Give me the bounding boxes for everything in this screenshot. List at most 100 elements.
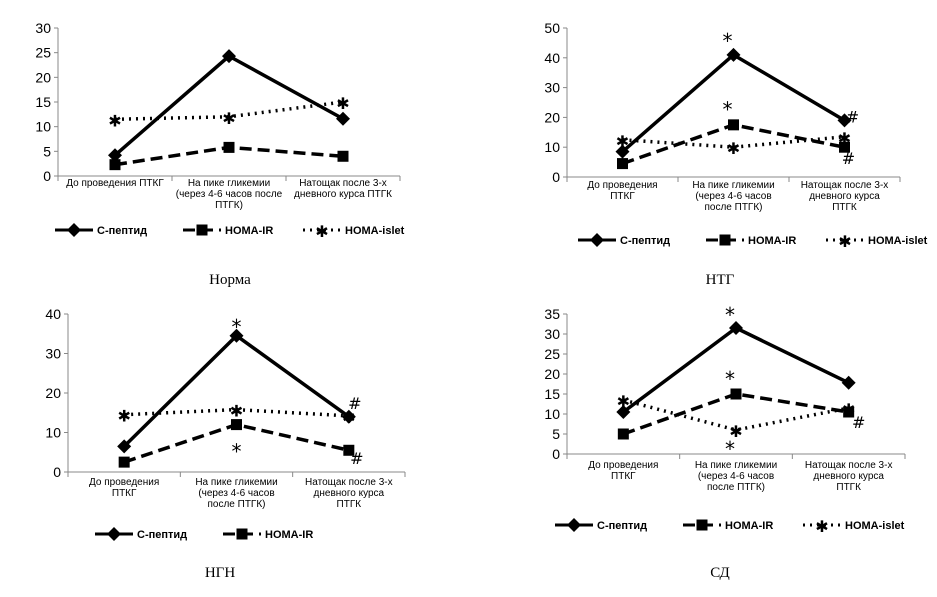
chart-norma-svg: 0 5 10 15 20 25 30 До проведения ПТКГ На пике гл… — [35, 20, 405, 241]
chart-ngn: 0 10 20 30 40 До проведения ПТКГ На пике гликем… — [0, 300, 460, 550]
data-point: ✱ — [117, 407, 130, 426]
x-category-label: (через 4-6 часов — [198, 488, 274, 499]
y-tick-label: 10 — [544, 139, 560, 155]
series-С-пептид — [117, 328, 356, 454]
x-category-label: ПТКГ — [611, 471, 636, 482]
significance-mark: # — [846, 107, 859, 126]
series-HOMA-islet: ✱ ✱ ✱ — [117, 402, 355, 427]
data-point — [615, 144, 630, 159]
caption-ngn: НГН — [204, 565, 236, 581]
x-category-label: На пике гликемии — [188, 178, 270, 189]
legend-swatch-marker — [236, 528, 248, 540]
data-point — [728, 119, 739, 131]
legend-swatch-marker: ✱ — [315, 222, 328, 241]
caption-norma: Норма — [209, 272, 251, 288]
legend-swatch-marker — [107, 527, 121, 541]
legend-swatch-marker: ✱ — [838, 232, 851, 251]
significance-mark: * — [723, 29, 733, 53]
x-category-label: До проведения — [587, 180, 657, 191]
significance-mark: * — [232, 315, 242, 339]
data-point — [108, 148, 122, 163]
x-category-label: дневного курса — [314, 488, 385, 499]
series-С-пептид — [615, 47, 852, 159]
y-tick-label: 0 — [552, 169, 560, 185]
x-category-label: Натощак после 3-х — [299, 178, 387, 189]
x-category-label: после ПТГК) — [207, 499, 265, 510]
legend-label: С-пептид — [620, 235, 670, 247]
legend-item: С-пептид — [55, 223, 147, 237]
series-line — [113, 54, 344, 157]
data-point — [837, 113, 852, 128]
significance-mark: * — [723, 97, 733, 121]
series-HOMA-islet: ✱ ✱ ✱ — [108, 94, 349, 130]
y-tick-label: 10 — [544, 406, 560, 422]
data-point — [839, 141, 850, 153]
data-point — [343, 444, 355, 456]
x-category-label: после ПТГК) — [704, 202, 762, 213]
data-point — [617, 158, 628, 170]
legend-label: HOMA-IR — [225, 225, 273, 237]
data-point — [336, 111, 350, 126]
series-HOMA-IR — [617, 388, 855, 440]
y-tick-label: 0 — [552, 446, 560, 462]
significance-mark: * — [232, 439, 242, 463]
legend-swatch-marker — [67, 223, 81, 237]
legend-swatch-marker — [196, 224, 208, 236]
legend-item: С-пептид — [578, 233, 670, 247]
x-category-label: (через 4-6 часов — [698, 471, 774, 482]
data-point: ✱ — [842, 400, 855, 419]
legend-item: HOMA-IR — [683, 519, 773, 532]
y-tick-label: 20 — [544, 109, 560, 125]
y-tick-label: 10 — [35, 119, 51, 135]
significance-mark: # — [350, 449, 363, 468]
legend-label: HOMA-IR — [725, 520, 773, 532]
data-point: ✱ — [336, 94, 349, 113]
x-category-label: (через 4-6 часов — [695, 191, 771, 202]
significance-mark: * — [725, 303, 735, 327]
x-category-label: До проведения — [89, 477, 159, 488]
legend-label: С-пептид — [597, 520, 647, 532]
legend-swatch-marker — [567, 518, 581, 532]
data-point: ✱ — [230, 402, 243, 421]
data-point — [729, 321, 743, 335]
data-point — [730, 388, 742, 400]
legend-item: HOMA-IR — [183, 224, 273, 237]
y-tick-label: 20 — [45, 385, 61, 401]
data-point: ✱ — [727, 139, 740, 158]
y-tick-label: 5 — [43, 143, 51, 159]
x-category-label: До проведения — [588, 460, 658, 471]
x-category-label: дневного курса — [809, 191, 880, 202]
significance-mark: * — [725, 437, 735, 461]
data-point — [843, 406, 855, 418]
series-line — [621, 53, 846, 153]
caption-sd: СД — [710, 565, 730, 581]
data-point — [231, 419, 242, 431]
series-line — [114, 100, 344, 122]
legend-label: HOMA-islet — [868, 235, 928, 247]
data-point — [341, 409, 356, 424]
y-tick-label: 30 — [544, 326, 560, 342]
legend-item: ✱ HOMA-islet — [826, 232, 928, 251]
significance-mark: # — [842, 149, 855, 168]
significance-mark: # — [852, 413, 865, 432]
legend-swatch-marker — [590, 233, 604, 247]
series-HOMA-IR — [617, 119, 850, 170]
x-category-label: ПТГК — [832, 202, 857, 213]
series-HOMA-IR — [109, 141, 349, 171]
series-HOMA-islet: ✱ ✱ ✱ — [616, 129, 851, 158]
series-С-пептид — [616, 321, 856, 419]
y-tick-label: 30 — [544, 80, 560, 96]
y-tick-label: 25 — [35, 45, 51, 61]
series-С-пептид — [108, 49, 350, 163]
y-tick-label: 10 — [45, 425, 61, 441]
y-tick-label: 30 — [35, 20, 51, 36]
caption-ntg: НТГ — [705, 272, 735, 288]
legend-label: HOMA-islet — [345, 225, 405, 237]
x-category-label: На пике гликемии — [692, 180, 774, 191]
data-point — [222, 49, 236, 64]
data-point — [726, 47, 741, 62]
x-category-label: ПТГК — [836, 482, 861, 493]
data-point: ✱ — [616, 132, 629, 151]
